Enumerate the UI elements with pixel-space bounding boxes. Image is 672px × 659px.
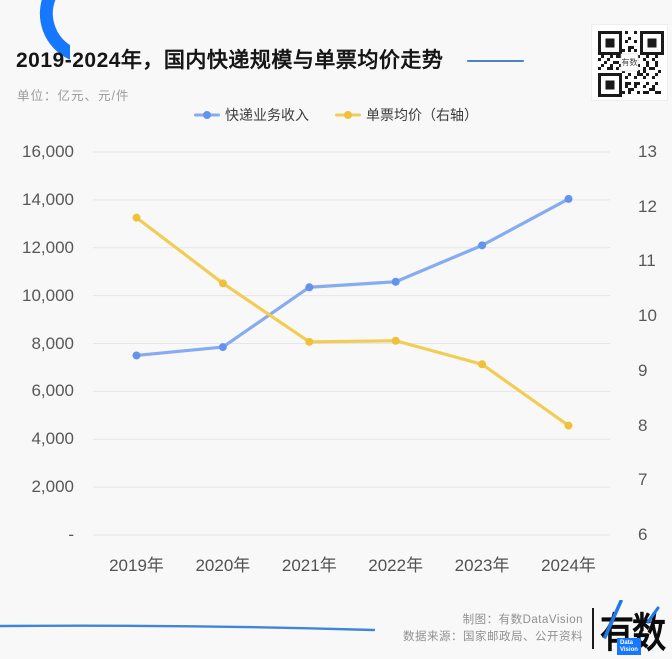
footer-swoosh-decoration	[0, 624, 376, 632]
data-point	[564, 194, 573, 203]
legend-item-price[interactable]: 单票均价（右轴）	[335, 105, 478, 125]
series-line-left	[134, 197, 571, 358]
qr-code: 有数	[592, 25, 667, 100]
legend-marker-price-icon	[335, 111, 361, 119]
left-axis-tick: 14,000	[22, 189, 74, 209]
data-point	[218, 343, 227, 352]
data-point	[218, 279, 227, 288]
x-axis-label: 2021年	[281, 556, 337, 575]
svg-text:有数: 有数	[622, 57, 638, 67]
line-chart-plot	[93, 151, 610, 536]
brand-badge-line2: Vision	[620, 646, 638, 653]
left-axis-tick: 12,000	[22, 237, 74, 257]
legend-label-price: 单票均价（右轴）	[366, 107, 478, 123]
data-point	[132, 351, 141, 360]
right-axis-tick: 11	[638, 251, 656, 271]
corner-arc-decoration	[39, 0, 70, 60]
right-axis-tick: 6	[638, 525, 648, 544]
right-axis-tick: 8	[638, 415, 648, 435]
data-point	[478, 241, 487, 250]
brand-badge-line1: Data	[620, 640, 634, 646]
x-axis-label: 2022年	[368, 556, 424, 575]
chart-legend: 快递业务收入 单票均价（右轴）	[0, 105, 672, 125]
data-point	[305, 283, 314, 292]
right-axis-tick: 9	[638, 360, 648, 380]
legend-item-revenue[interactable]: 快递业务收入	[194, 105, 309, 125]
footer-credits: 制图：有数DataVision 数据来源：国家邮政局、公开资料	[403, 612, 583, 646]
data-point	[478, 360, 487, 369]
data-point	[391, 336, 400, 345]
qr-code-pattern: 有数	[598, 31, 664, 97]
legend-label-revenue: 快递业务收入	[225, 107, 309, 123]
title-dash-decoration	[467, 60, 524, 62]
brand-logo: 有数 Data Vision	[598, 600, 668, 656]
left-axis-tick: 16,000	[22, 142, 74, 161]
right-axis-tick: 13	[638, 142, 657, 161]
left-axis-tick: 8,000	[31, 333, 74, 353]
data-point	[564, 421, 573, 430]
data-point	[391, 277, 400, 286]
footer-divider	[592, 608, 594, 649]
brand-logo-badge: Data Vision	[617, 638, 641, 655]
right-axis-tick: 10	[638, 306, 657, 326]
page-title: 2019-2024年，国内快递规模与单票均价走势	[16, 49, 444, 72]
legend-marker-revenue-icon	[194, 111, 220, 119]
left-axis-tick: 2,000	[31, 477, 74, 497]
data-point	[305, 337, 314, 346]
left-axis-tick: -	[68, 525, 74, 544]
left-axis-tick: 6,000	[31, 381, 74, 401]
left-axis-tick: 10,000	[22, 285, 74, 305]
right-axis-tick: 12	[638, 196, 657, 216]
left-axis-tick: 4,000	[31, 429, 74, 449]
x-axis-label: 2019年	[109, 556, 164, 575]
x-axis-label: 2020年	[195, 556, 251, 575]
footer-source-line: 数据来源：国家邮政局、公开资料	[403, 631, 583, 643]
series-line-right	[134, 216, 571, 428]
right-axis-tick: 7	[638, 470, 648, 490]
x-axis-label: 2023年	[454, 556, 510, 575]
footer-credit-line: 制图：有数DataVision	[462, 614, 583, 626]
x-axis-label: 2024年	[541, 556, 596, 575]
data-point	[132, 213, 141, 222]
brand-logo-slash-icon	[603, 600, 660, 639]
unit-label: 单位：亿元、元/件	[17, 89, 130, 103]
